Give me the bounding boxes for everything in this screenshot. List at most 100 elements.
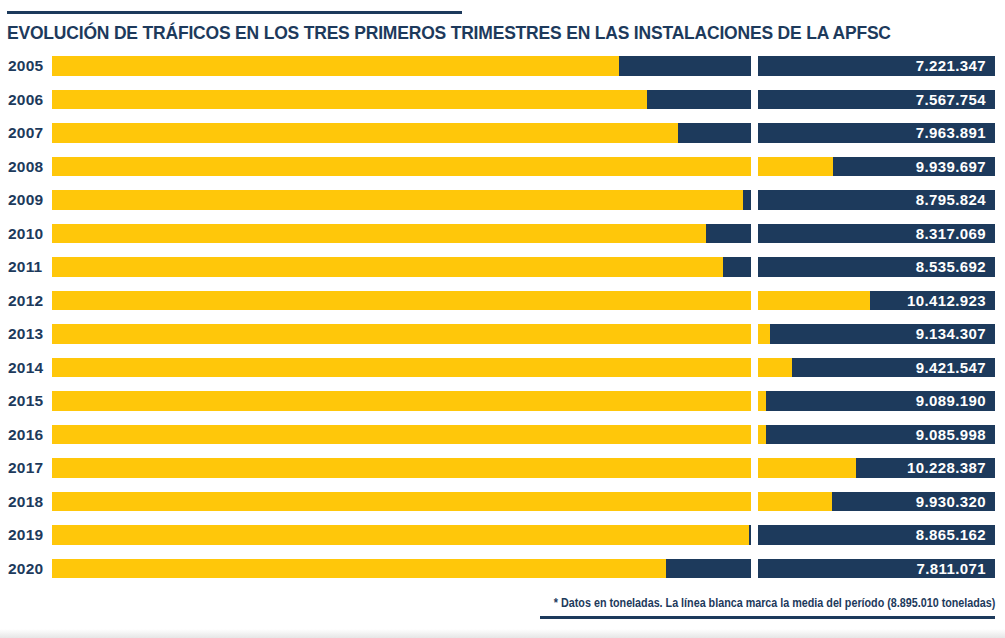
bar-track: 10.412.923	[52, 291, 995, 311]
average-line	[751, 458, 758, 478]
footnote: * Datos en toneladas. La línea blanca ma…	[553, 596, 995, 611]
year-label: 2005	[8, 56, 52, 76]
year-label: 2019	[8, 525, 52, 545]
value-label: 9.421.547	[916, 358, 986, 378]
chart-row: 2014 9.421.547	[8, 358, 995, 378]
value-label: 8.865.162	[916, 525, 986, 545]
year-label: 2013	[8, 324, 52, 344]
average-line	[751, 391, 758, 411]
bar-track: 10.228.387	[52, 458, 995, 478]
average-line	[751, 425, 758, 445]
value-label: 7.567.754	[916, 90, 986, 110]
value-bar	[52, 157, 833, 177]
value-label: 9.089.190	[916, 391, 986, 411]
chart-row: 2018 9.930.320	[8, 492, 995, 512]
chart-row: 2007 7.963.891	[8, 123, 995, 143]
bar-track: 7.567.754	[52, 90, 995, 110]
bar-track: 8.795.824	[52, 190, 995, 210]
chart-row: 2009 8.795.824	[8, 190, 995, 210]
value-bar	[52, 525, 749, 545]
year-label: 2015	[8, 391, 52, 411]
average-line	[751, 324, 758, 344]
year-label: 2006	[8, 90, 52, 110]
average-line	[751, 559, 758, 579]
average-line	[751, 224, 758, 244]
chart-title: EVOLUCIÓN DE TRÁFICOS EN LOS TRES PRIMER…	[7, 22, 891, 44]
value-label: 10.412.923	[907, 291, 986, 311]
value-bar	[52, 224, 706, 244]
value-bar	[52, 190, 743, 210]
value-label: 9.134.307	[916, 324, 986, 344]
year-label: 2011	[8, 257, 52, 277]
average-line	[751, 123, 758, 143]
year-label: 2020	[8, 559, 52, 579]
chart-row: 2017 10.228.387	[8, 458, 995, 478]
bar-track: 9.089.190	[52, 391, 995, 411]
year-label: 2009	[8, 190, 52, 210]
value-bar	[52, 324, 770, 344]
year-label: 2018	[8, 492, 52, 512]
average-line	[751, 190, 758, 210]
average-line	[751, 291, 758, 311]
value-bar	[52, 257, 723, 277]
year-label: 2017	[8, 458, 52, 478]
value-bar	[52, 425, 766, 445]
chart-row: 2005 7.221.347	[8, 56, 995, 76]
bar-track: 9.930.320	[52, 492, 995, 512]
average-line	[751, 358, 758, 378]
value-bar	[52, 123, 678, 143]
chart-row: 2013 9.134.307	[8, 324, 995, 344]
value-label: 7.963.891	[916, 123, 986, 143]
bar-track: 9.939.697	[52, 157, 995, 177]
average-line	[751, 492, 758, 512]
value-label: 9.085.998	[916, 425, 986, 445]
bar-track: 9.421.547	[52, 358, 995, 378]
bar-track: 8.535.692	[52, 257, 995, 277]
year-label: 2007	[8, 123, 52, 143]
average-line	[751, 157, 758, 177]
bar-track: 8.865.162	[52, 525, 995, 545]
year-label: 2010	[8, 224, 52, 244]
average-line	[751, 525, 758, 545]
bar-track: 9.085.998	[52, 425, 995, 445]
chart-row: 2019 8.865.162	[8, 525, 995, 545]
bar-track: 7.963.891	[52, 123, 995, 143]
value-label: 10.228.387	[907, 458, 986, 478]
value-bar	[52, 492, 832, 512]
value-bar	[52, 559, 666, 579]
value-label: 7.811.071	[916, 559, 986, 579]
year-label: 2012	[8, 291, 52, 311]
bar-track: 7.221.347	[52, 56, 995, 76]
value-bar	[52, 56, 619, 76]
chart-row: 2011 8.535.692	[8, 257, 995, 277]
average-line	[751, 90, 758, 110]
chart-row: 2008 9.939.697	[8, 157, 995, 177]
bar-track: 8.317.069	[52, 224, 995, 244]
chart-row: 2016 9.085.998	[8, 425, 995, 445]
chart-row: 2006 7.567.754	[8, 90, 995, 110]
traffic-infographic: EVOLUCIÓN DE TRÁFICOS EN LOS TRES PRIMER…	[0, 0, 1005, 638]
value-label: 8.535.692	[916, 257, 986, 277]
value-bar	[52, 90, 647, 110]
year-label: 2014	[8, 358, 52, 378]
value-bar	[52, 358, 792, 378]
average-line	[751, 257, 758, 277]
chart-row: 2015 9.089.190	[8, 391, 995, 411]
traffic-bar-chart: 2005 7.221.347 2006 7.567.754 2007 7.963…	[8, 56, 995, 578]
value-bar	[52, 391, 766, 411]
chart-row: 2012 10.412.923	[8, 291, 995, 311]
average-line	[751, 56, 758, 76]
value-label: 7.221.347	[916, 56, 986, 76]
value-bar	[52, 458, 856, 478]
bar-track: 9.134.307	[52, 324, 995, 344]
value-bar	[52, 291, 870, 311]
value-label: 8.795.824	[916, 190, 986, 210]
value-label: 8.317.069	[916, 224, 986, 244]
value-label: 9.930.320	[916, 492, 986, 512]
chart-row: 2020 7.811.071	[8, 559, 995, 579]
year-label: 2016	[8, 425, 52, 445]
chart-row: 2010 8.317.069	[8, 224, 995, 244]
footer-rule	[540, 616, 995, 619]
value-label: 9.939.697	[916, 157, 986, 177]
title-rule	[7, 11, 462, 14]
